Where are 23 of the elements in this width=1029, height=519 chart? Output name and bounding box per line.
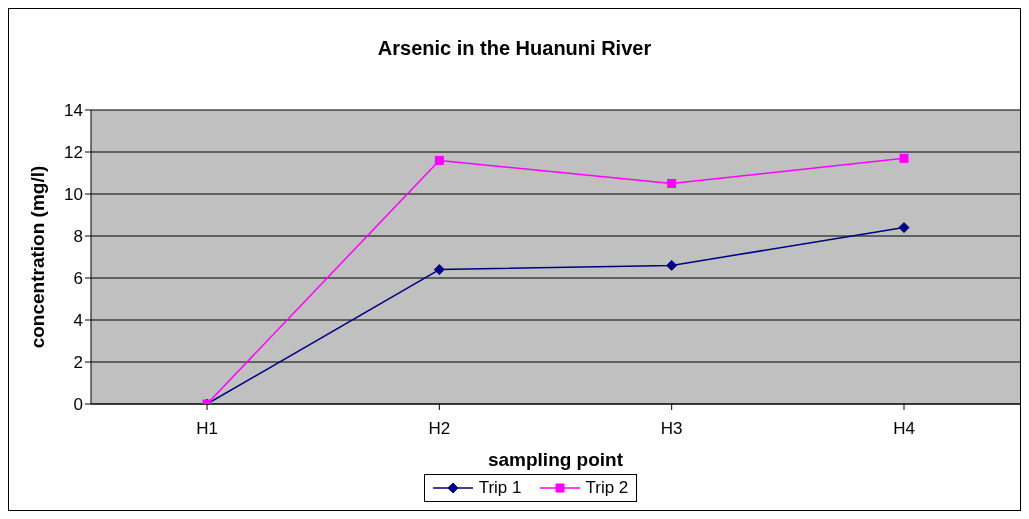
point xyxy=(666,259,678,271)
y-tick-label: 2 xyxy=(73,353,83,373)
legend-label: Trip 1 xyxy=(477,478,522,498)
x-axis-title: sampling point xyxy=(487,449,624,470)
y-tick-label: 4 xyxy=(73,311,83,331)
point xyxy=(434,155,444,165)
x-tick-label: H2 xyxy=(428,419,451,439)
legend-label: Trip 2 xyxy=(584,478,629,498)
y-axis-title: concentration (mg/l) xyxy=(26,165,48,349)
y-tick-label: 12 xyxy=(64,143,83,163)
point xyxy=(667,179,677,188)
y-tick-label: 14 xyxy=(64,101,83,121)
point xyxy=(898,222,910,234)
y-tick-label: 10 xyxy=(64,185,83,205)
y-tick-label: 6 xyxy=(73,269,83,289)
y-tick-label: 0 xyxy=(73,395,83,415)
chart-title: Arsenic in the Huanuni River xyxy=(376,37,653,60)
x-tick-label: H4 xyxy=(893,419,915,439)
x-tick-label: H3 xyxy=(660,419,683,439)
point xyxy=(433,264,445,276)
point xyxy=(899,153,909,163)
y-tick-label: 8 xyxy=(73,227,83,247)
x-tick-label: H1 xyxy=(196,419,218,439)
